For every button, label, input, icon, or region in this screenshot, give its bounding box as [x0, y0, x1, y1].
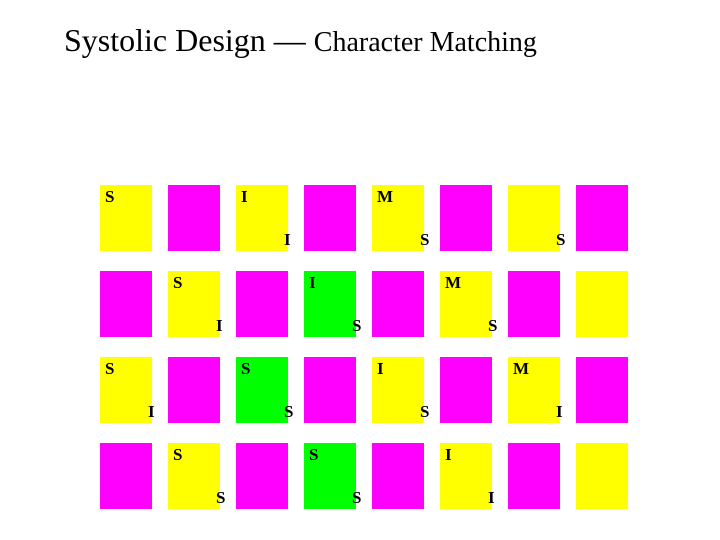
- cell-label: I: [377, 360, 384, 377]
- grid-cell: [168, 357, 220, 423]
- grid-cell: [100, 271, 152, 337]
- grid-cell: [236, 271, 288, 337]
- grid-cell: [304, 357, 356, 423]
- grid-cell: [576, 443, 628, 509]
- grid-cell: [236, 443, 288, 509]
- cell-label: S: [420, 403, 429, 420]
- cell-label: I: [284, 231, 291, 248]
- cell-label: S: [309, 446, 318, 463]
- grid-cell: [372, 443, 424, 509]
- grid-cell: [508, 271, 560, 337]
- cell-label: S: [173, 446, 182, 463]
- grid-cell: [576, 185, 628, 251]
- cell-label: S: [105, 360, 114, 377]
- grid-cell: [168, 185, 220, 251]
- cell-label: S: [241, 360, 250, 377]
- cell-label: I: [309, 274, 316, 291]
- cell-label: M: [377, 188, 393, 205]
- diagram-stage: Systolic Design — Character Matching S I I…: [0, 0, 720, 540]
- grid-cell: [304, 185, 356, 251]
- grid-cell: [576, 357, 628, 423]
- cell-label: I: [216, 317, 223, 334]
- grid-cell: [508, 185, 560, 251]
- cell-label: S: [420, 231, 429, 248]
- cell-label: S: [173, 274, 182, 291]
- cell-label: M: [513, 360, 529, 377]
- cell-label: I: [241, 188, 248, 205]
- cell-label: S: [352, 317, 361, 334]
- grid-cell: [100, 443, 152, 509]
- cell-label: S: [556, 231, 565, 248]
- cell-label: I: [488, 489, 495, 506]
- grid-cell: [576, 271, 628, 337]
- cell-label: I: [556, 403, 563, 420]
- grid-cell: [440, 185, 492, 251]
- cell-label: M: [445, 274, 461, 291]
- title-part: Character Matching: [314, 27, 537, 58]
- cell-label: I: [445, 446, 452, 463]
- cell-label: I: [148, 403, 155, 420]
- cell-label: S: [488, 317, 497, 334]
- page-title: Systolic Design — Character Matching: [64, 22, 537, 59]
- cell-label: S: [216, 489, 225, 506]
- grid-cell: [372, 271, 424, 337]
- grid-cell: [508, 443, 560, 509]
- title-part: Systolic Design —: [64, 22, 314, 58]
- cell-label: S: [284, 403, 293, 420]
- cell-label: S: [352, 489, 361, 506]
- cell-label: S: [105, 188, 114, 205]
- grid-cell: [440, 357, 492, 423]
